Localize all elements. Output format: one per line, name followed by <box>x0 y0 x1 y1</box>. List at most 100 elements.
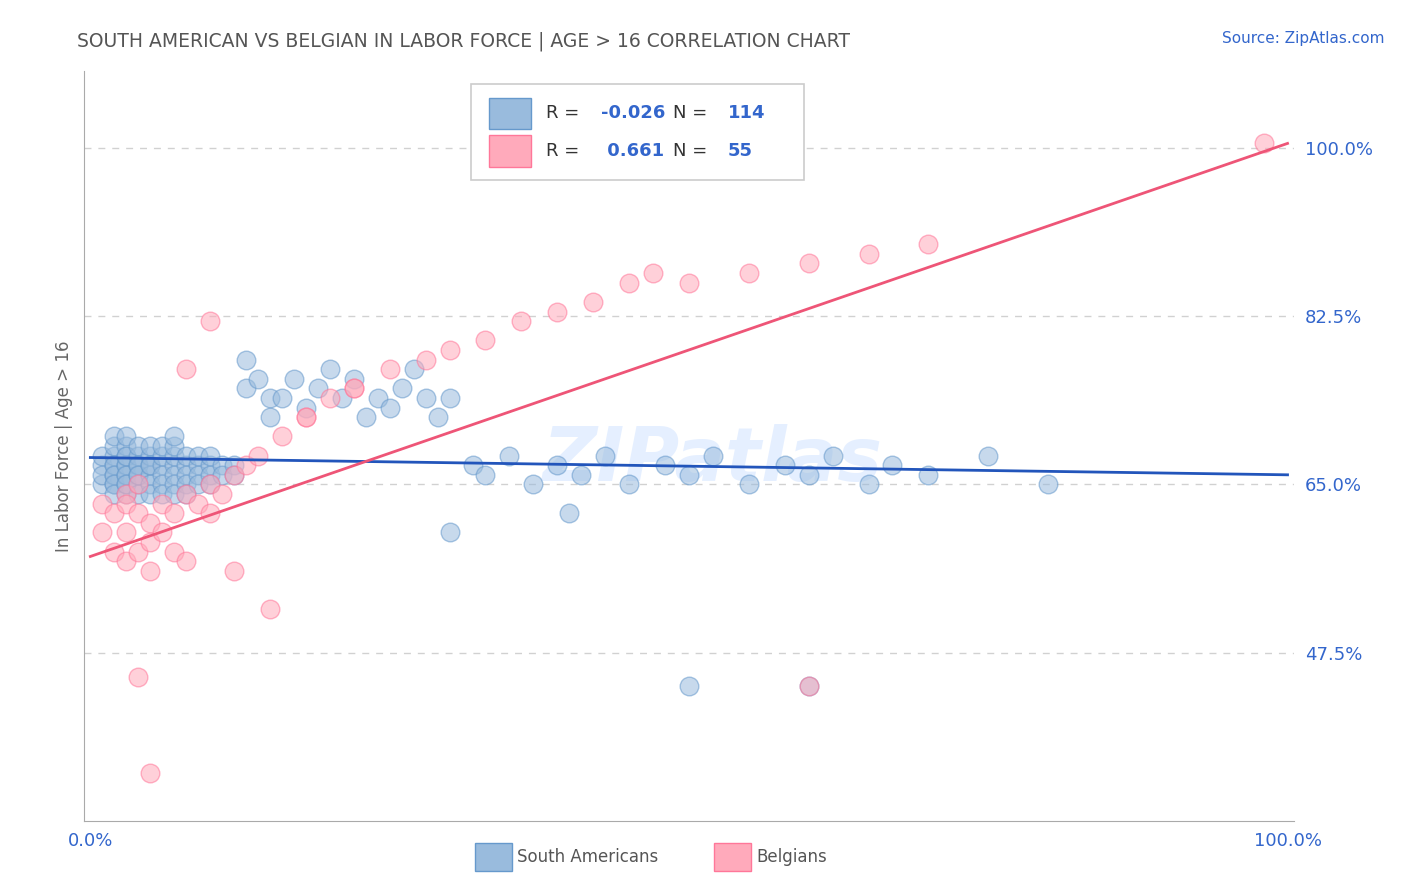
Point <box>139 516 162 530</box>
Point <box>163 487 186 501</box>
FancyBboxPatch shape <box>471 84 804 180</box>
Point <box>797 679 820 693</box>
Point <box>319 391 342 405</box>
Point <box>198 458 221 473</box>
Point <box>558 506 581 520</box>
Point <box>150 467 173 482</box>
Point <box>330 391 353 405</box>
Point <box>283 372 305 386</box>
Text: 55: 55 <box>728 142 752 160</box>
Point <box>343 372 366 386</box>
Text: 114: 114 <box>728 104 765 122</box>
Point <box>474 334 496 348</box>
Point <box>678 276 700 290</box>
Point <box>127 477 149 491</box>
Point <box>150 449 173 463</box>
Point <box>150 525 173 540</box>
Point <box>198 449 221 463</box>
Point <box>127 467 149 482</box>
Point <box>858 477 880 491</box>
Point <box>211 458 233 473</box>
Text: N =: N = <box>673 104 713 122</box>
Point <box>295 410 318 425</box>
Point <box>821 449 844 463</box>
Point <box>163 458 186 473</box>
Point <box>222 564 245 578</box>
Point <box>198 477 221 491</box>
Point <box>115 429 138 443</box>
Point <box>702 449 724 463</box>
Point <box>163 544 186 558</box>
Point <box>593 449 616 463</box>
Point <box>115 449 138 463</box>
Point <box>307 381 329 395</box>
FancyBboxPatch shape <box>489 97 530 129</box>
Point <box>115 477 138 491</box>
Point <box>103 429 125 443</box>
Point <box>115 439 138 453</box>
Point <box>139 535 162 549</box>
Point <box>139 477 162 491</box>
Point <box>127 458 149 473</box>
Point <box>1253 136 1275 151</box>
Point <box>246 449 269 463</box>
Text: South Americans: South Americans <box>517 848 658 866</box>
Point <box>654 458 676 473</box>
Point <box>91 467 114 482</box>
Point <box>103 458 125 473</box>
Point <box>378 362 401 376</box>
Point <box>295 401 318 415</box>
Point <box>103 449 125 463</box>
Point <box>187 497 209 511</box>
Point <box>139 458 162 473</box>
Point <box>463 458 485 473</box>
Point <box>738 477 761 491</box>
Point <box>174 449 197 463</box>
Point <box>415 391 437 405</box>
Point <box>222 467 245 482</box>
Point <box>150 477 173 491</box>
Text: R =: R = <box>547 104 585 122</box>
Point <box>115 458 138 473</box>
Point <box>917 237 939 252</box>
Point <box>439 391 461 405</box>
Point <box>773 458 796 473</box>
Text: SOUTH AMERICAN VS BELGIAN IN LABOR FORCE | AGE > 16 CORRELATION CHART: SOUTH AMERICAN VS BELGIAN IN LABOR FORCE… <box>77 31 851 51</box>
Point <box>150 497 173 511</box>
Point <box>103 439 125 453</box>
Point <box>295 410 318 425</box>
Point <box>91 449 114 463</box>
Point <box>103 467 125 482</box>
Point <box>115 487 138 501</box>
Point <box>163 467 186 482</box>
Point <box>91 458 114 473</box>
Point <box>127 487 149 501</box>
Point <box>127 449 149 463</box>
Point <box>391 381 413 395</box>
Point <box>103 458 125 473</box>
Point <box>977 449 1000 463</box>
Point <box>797 679 820 693</box>
Point <box>415 352 437 367</box>
Point <box>174 467 197 482</box>
Point <box>187 449 209 463</box>
Point <box>163 429 186 443</box>
Point <box>259 391 281 405</box>
Point <box>174 487 197 501</box>
Point <box>882 458 904 473</box>
Point <box>222 467 245 482</box>
Y-axis label: In Labor Force | Age > 16: In Labor Force | Age > 16 <box>55 340 73 552</box>
Point <box>235 352 257 367</box>
Point <box>115 467 138 482</box>
Point <box>198 467 221 482</box>
Point <box>617 276 640 290</box>
Point <box>187 467 209 482</box>
Point <box>259 602 281 616</box>
Point <box>103 467 125 482</box>
Point <box>139 449 162 463</box>
Point <box>235 458 257 473</box>
Point <box>115 458 138 473</box>
Point <box>115 477 138 491</box>
Point <box>378 401 401 415</box>
Point <box>127 439 149 453</box>
